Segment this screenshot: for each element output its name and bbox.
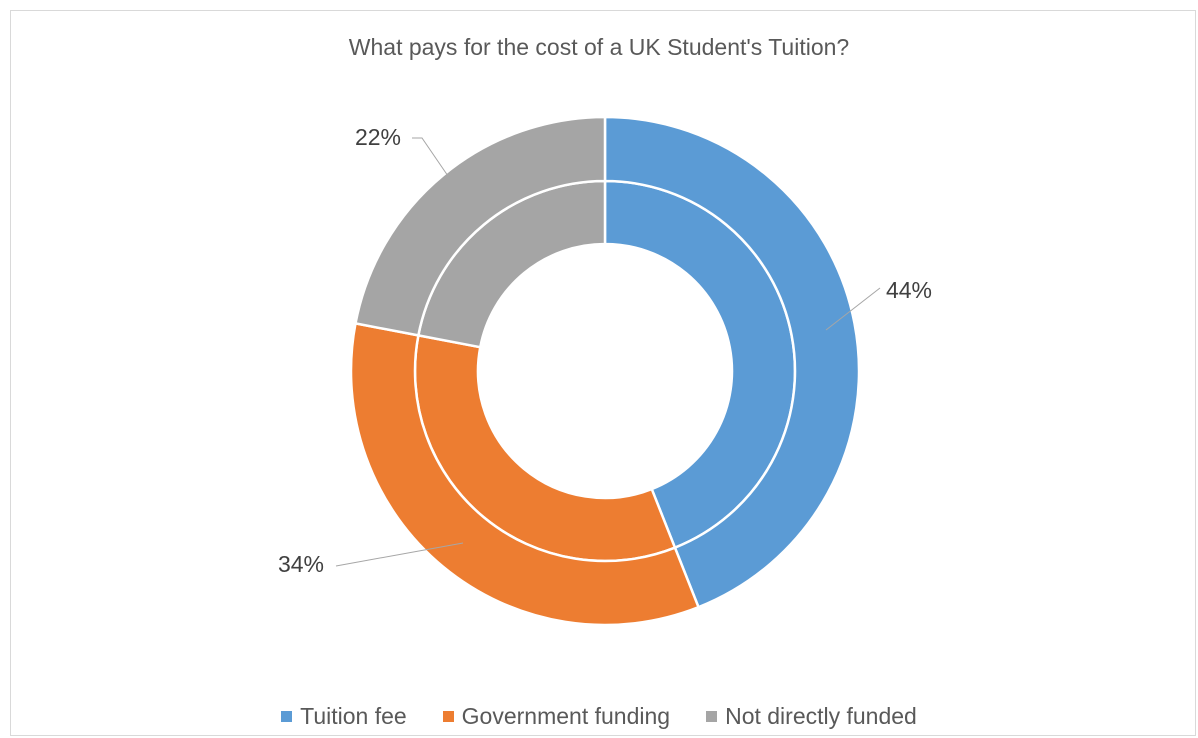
slice-outer-tuition-fee — [603, 115, 861, 609]
legend-swatch-government-funding — [442, 710, 454, 722]
slice-outer-not-directly-funded — [354, 115, 607, 337]
data-label-government-funding: 34% — [278, 551, 324, 577]
leader-line-government-funding — [335, 542, 464, 567]
legend-item-tuition-fee: Tuition fee — [281, 703, 407, 730]
legend-label-government-funding: Government funding — [461, 702, 671, 729]
leader-line-not-directly-funded — [412, 137, 449, 177]
legend-label-not-directly-funded: Not directly funded — [725, 702, 917, 729]
legend-item-government-funding: Government funding — [442, 702, 671, 730]
legend-swatch-tuition-fee — [281, 710, 293, 722]
data-label-not-directly-funded: 22% — [355, 124, 401, 150]
slice-outer-government-funding — [349, 321, 701, 627]
chart-title: What pays for the cost of a UK Student's… — [348, 34, 850, 60]
leader-line-tuition-fee — [825, 287, 881, 331]
legend: Tuition fee Government funding Not direc… — [0, 700, 1198, 732]
legend-label-tuition-fee: Tuition fee — [300, 702, 407, 729]
data-label-tuition-fee: 44% — [886, 277, 932, 303]
legend-swatch-not-directly-funded — [706, 710, 718, 722]
legend-item-not-directly-funded: Not directly funded — [706, 703, 917, 730]
